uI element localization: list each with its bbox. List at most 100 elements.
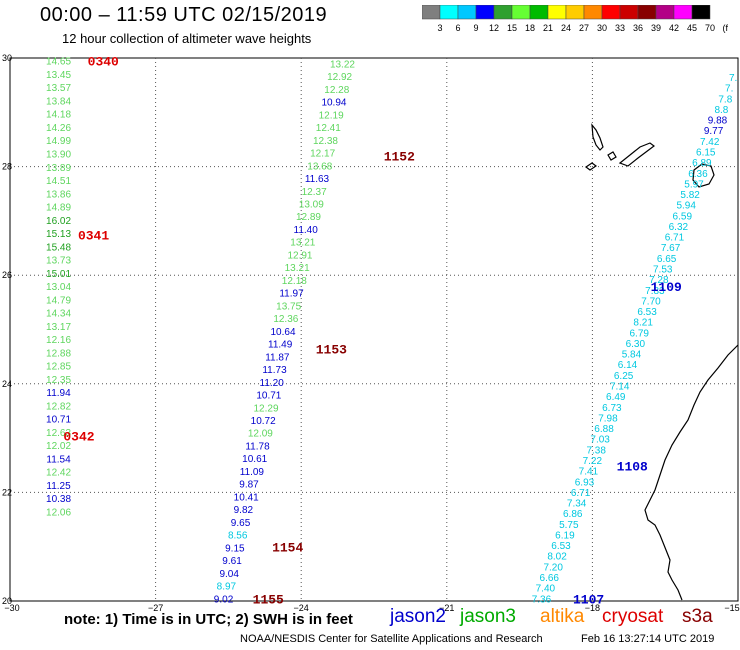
wave-height-value: 7.22 [583,456,603,467]
wave-height-value: 6.71 [571,488,591,499]
coastline [584,123,739,601]
wave-height-value: 13.09 [299,200,324,211]
wave-height-value: 6.66 [540,573,560,584]
wave-height-value: 5.94 [676,201,696,212]
wave-height-value: 6.65 [657,254,677,265]
wave-height-value: 12.17 [310,149,335,160]
wave-height-value: 14.51 [46,176,71,187]
colorbar-label: 27 [579,23,589,33]
wave-height-value: 6.53 [551,541,571,552]
wave-height-value: 6.88 [594,424,614,435]
wave-height-value: 5.84 [622,350,642,361]
colorbar-label: 33 [615,23,625,33]
wave-height-value: 6.14 [618,360,638,371]
lon-tick-label: −15 [724,603,739,613]
wave-height-value: 8.02 [547,552,567,563]
pass-time-label: 1155 [253,592,284,607]
wave-height-value: 12.19 [319,110,344,121]
wave-height-value: 6.30 [626,339,646,350]
wave-height-value: 11.25 [46,481,71,492]
lon-tick-label: −21 [439,603,454,613]
wave-height-value: 7.34 [567,499,587,510]
wave-height-value: 12.85 [46,362,71,373]
colorbar-label: 70 [705,23,715,33]
wave-height-value: 11.63 [305,174,330,185]
wave-height-value: 12.89 [296,212,321,223]
island-tenerife [618,142,655,167]
wave-height-value: 7.03 [590,435,610,446]
wave-height-value: 12.88 [46,348,71,359]
pass-time-label: 0340 [88,55,119,70]
wave-height-value: 6.59 [673,211,693,222]
wave-height-value: 10.38 [46,494,71,505]
wave-height-value: 7.14 [610,382,630,393]
island-la-palma [591,123,604,151]
colorbar-swatch [583,5,603,20]
wave-height-value: 12.06 [46,507,71,518]
wave-height-value: 7.38 [586,445,606,456]
wave-height-value: 16.02 [46,216,71,227]
wave-height-value: 7.98 [598,413,618,424]
wave-height-value: 10.41 [234,492,259,503]
wave-height-value: 13.45 [46,70,71,81]
satellite-legend-item: s3a [682,606,713,627]
track-0340: 14.65 13.45 13.57 13.84 14.18 14.26 14.99 13.90… [46,57,71,519]
wave-height-value: 6.79 [630,328,650,339]
footer-note: note: 1) Time is in UTC; 2) SWH is in fe… [64,611,353,628]
wave-height-value: 15.48 [46,242,71,253]
wave-height-value: 12.92 [327,72,352,83]
wave-height-value: 11.94 [46,388,71,399]
wave-height-value: 14.18 [46,110,71,121]
wave-height-value: 12.82 [46,401,71,412]
colorbar-label: 18 [525,23,535,33]
wave-height-value: 6.93 [575,477,595,488]
wave-height-value: 13.75 [276,301,301,312]
wave-height-value: 9.61 [222,556,242,567]
colorbar-swatch [691,5,711,20]
colorbar-swatch [601,5,621,20]
map-frame [9,57,739,602]
wave-height-value: 6.86 [563,509,583,520]
wave-height-value: 12.38 [313,136,338,147]
pass-time-label: 1154 [272,541,303,556]
lon-tick-label: −18 [585,603,600,613]
wave-height-value: 6.73 [602,403,622,414]
colorbar-label: 6 [455,23,460,33]
wave-height-value: 13.86 [46,189,71,200]
colorbar-swatch [565,5,585,20]
wave-height-value: 12.02 [46,441,71,452]
island-gran-canaria [692,163,715,188]
wave-height-value: 10.72 [251,416,276,427]
wave-height-value: 7.36 [532,594,552,605]
track-1107-1109: 7.7.7.88.89.889.777.426.156.896.365.975.… [532,73,738,605]
wave-height-value: 7.20 [543,562,563,573]
pass-time-label: 1107 [573,592,604,607]
wave-height-value: 12.35 [46,375,71,386]
wave-height-value: 14.34 [46,309,71,320]
wave-height-value: 11.97 [279,289,304,300]
pass-time-label: 0342 [63,429,94,444]
wave-height-value: 12.16 [46,335,71,346]
wave-height-value: 6.36 [688,169,708,180]
lat-tick-label: 22 [2,487,12,497]
colorbar-label: 12 [489,23,499,33]
colorbar-label: 39 [651,23,661,33]
pass-time-label: 0341 [78,228,109,243]
colorbar-label: 15 [507,23,517,33]
wave-height-value: 8.56 [228,531,248,542]
wave-height-value: 15.13 [46,229,71,240]
footer-timestamp: Feb 16 13:27:14 UTC 2019 [581,633,715,645]
colorbar-swatch [619,5,639,20]
wave-height-value: 7.70 [641,296,661,307]
wave-height-value: 12.41 [316,123,341,134]
colorbar-label: 30 [597,23,607,33]
wave-height-value: 5.97 [684,179,704,190]
colorbar-swatch [673,5,693,20]
wave-height-value: 12.37 [302,187,327,198]
wave-height-value: 13.22 [330,59,355,70]
wave-height-value: 7.53 [653,264,673,275]
wave-height-value: 14.65 [46,57,71,68]
wave-height-value: 6.15 [696,147,716,158]
